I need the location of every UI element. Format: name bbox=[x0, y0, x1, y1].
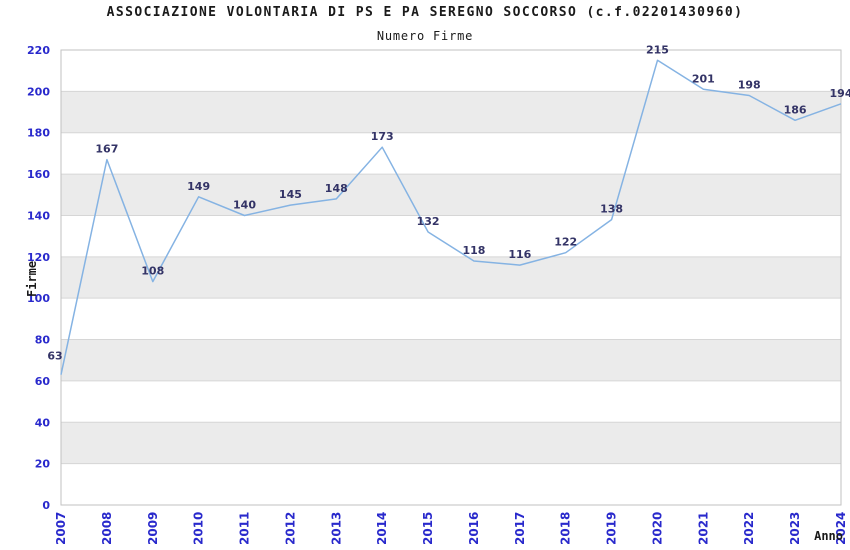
x-tick-label: 2011 bbox=[238, 512, 252, 545]
x-tick-label: 2022 bbox=[742, 512, 756, 545]
plot-band bbox=[61, 91, 841, 133]
x-tick-label: 2024 bbox=[834, 512, 848, 545]
data-point-label: 167 bbox=[95, 143, 118, 156]
x-tick-label: 2019 bbox=[605, 512, 619, 545]
data-point-label: 215 bbox=[646, 43, 669, 56]
y-axis-title: Firme bbox=[25, 261, 39, 297]
data-point-label: 138 bbox=[600, 203, 623, 216]
data-point-label: 122 bbox=[554, 236, 577, 249]
x-tick-label: 2017 bbox=[513, 512, 527, 545]
chart-title: ASSOCIAZIONE VOLONTARIA DI PS E PA SEREG… bbox=[106, 5, 744, 20]
x-tick-label: 2008 bbox=[100, 512, 114, 545]
x-tick-label: 2010 bbox=[192, 512, 206, 545]
data-point-label: 108 bbox=[141, 265, 164, 278]
x-tick-label: 2013 bbox=[329, 512, 343, 545]
x-tick-label: 2007 bbox=[54, 512, 68, 545]
y-tick-label: 120 bbox=[27, 251, 50, 264]
y-tick-label: 100 bbox=[27, 292, 50, 305]
data-point-label: 148 bbox=[325, 182, 348, 195]
y-tick-label: 160 bbox=[27, 168, 50, 181]
data-point-label: 145 bbox=[279, 188, 302, 201]
y-tick-label: 0 bbox=[42, 499, 50, 512]
data-point-label: 132 bbox=[417, 215, 440, 228]
x-tick-label: 2021 bbox=[696, 512, 710, 545]
y-tick-label: 180 bbox=[27, 127, 50, 140]
data-point-label: 201 bbox=[692, 72, 715, 85]
data-point-label: 149 bbox=[187, 180, 210, 193]
plot-band bbox=[61, 339, 841, 381]
data-point-label: 118 bbox=[462, 244, 485, 257]
data-point-label: 63 bbox=[47, 350, 62, 363]
x-axis-title: Anno bbox=[814, 529, 843, 543]
data-point-label: 186 bbox=[784, 103, 807, 116]
data-point-label: 198 bbox=[738, 79, 761, 92]
data-point-label: 194 bbox=[830, 87, 850, 100]
y-tick-label: 140 bbox=[27, 209, 50, 222]
x-tick-label: 2018 bbox=[559, 512, 573, 545]
y-tick-label: 40 bbox=[35, 416, 51, 429]
data-point-label: 116 bbox=[508, 248, 531, 261]
data-point-label: 173 bbox=[371, 130, 394, 143]
plot-border bbox=[60, 49, 842, 506]
y-tick-label: 80 bbox=[35, 334, 51, 347]
x-tick-label: 2014 bbox=[375, 512, 389, 545]
x-tick-label: 2015 bbox=[421, 512, 435, 545]
y-tick-label: 220 bbox=[27, 44, 50, 57]
chart-subtitle: Numero Firme bbox=[376, 29, 474, 43]
x-tick-label: 2020 bbox=[650, 512, 664, 545]
x-tick-label: 2023 bbox=[788, 512, 802, 545]
y-tick-label: 60 bbox=[35, 375, 51, 388]
plot-band bbox=[61, 174, 841, 216]
x-tick-label: 2009 bbox=[146, 512, 160, 545]
x-tick-label: 2016 bbox=[467, 512, 481, 545]
y-tick-label: 200 bbox=[27, 85, 50, 98]
plot-band bbox=[61, 422, 841, 464]
data-point-label: 140 bbox=[233, 198, 256, 211]
y-tick-label: 20 bbox=[35, 458, 51, 471]
plot-band bbox=[61, 256, 841, 299]
trend-line bbox=[60, 59, 842, 375]
x-tick-label: 2012 bbox=[283, 512, 297, 545]
